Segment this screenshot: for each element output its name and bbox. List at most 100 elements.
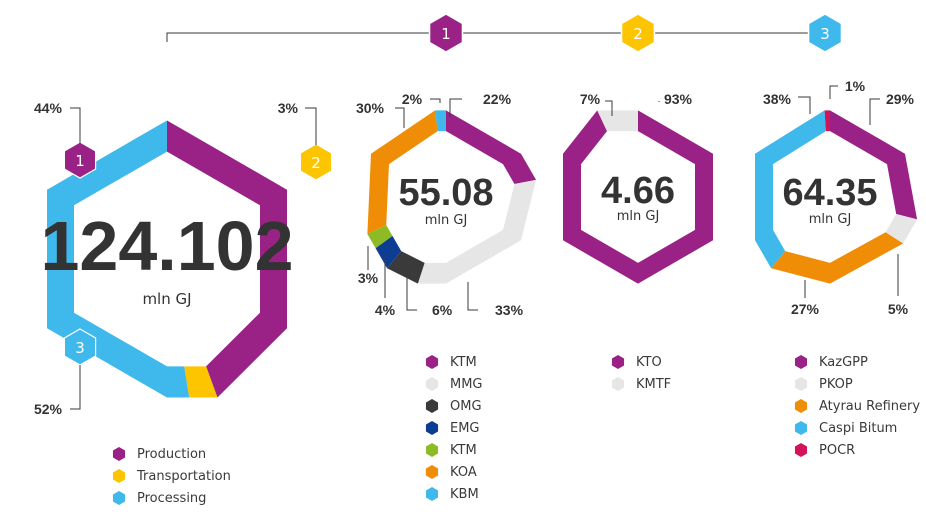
callout-2-1-label: 7% (580, 91, 601, 107)
legend-item-ktm-green: KTM (425, 439, 483, 461)
slice-caspi-bitum (755, 110, 826, 269)
connector-line (166, 32, 825, 42)
slice-pkop (885, 213, 918, 244)
legend-swatch-icon (611, 355, 625, 369)
processing-total: 64.35 (782, 172, 877, 214)
top-badge-1: 1 (428, 13, 464, 53)
legend-item-mmg: MMG (425, 373, 483, 395)
badge-production: 1 (63, 141, 97, 179)
top-badges: 1 2 3 (428, 13, 843, 53)
callout-1-3-label: 4% (375, 302, 396, 318)
callout-0-0-line (70, 107, 81, 143)
badge-transportation: 2 (299, 143, 333, 181)
legend-swatch-icon (425, 443, 439, 457)
callout-0-0-label: 44% (34, 100, 63, 116)
callout-3-1-label: 5% (888, 301, 909, 317)
callout-1-1-line (467, 282, 478, 311)
legend-swatch-icon (425, 421, 439, 435)
legend-item-omg: OMG (425, 395, 483, 417)
legend-swatch-icon (425, 487, 439, 501)
slice-pocr (824, 110, 830, 132)
callout-2-1-line (605, 100, 613, 116)
callout-0-1-label: 3% (278, 100, 299, 116)
legend-label: KazGPP (819, 354, 868, 370)
top-badge-2-number: 2 (633, 25, 643, 43)
callout-3-0-label: 29% (886, 91, 915, 107)
main-chart: 1 2 3 (47, 120, 333, 398)
badge-processing-number: 3 (75, 339, 85, 357)
transportation-chart (563, 110, 713, 284)
top-badge-3: 3 (807, 13, 843, 53)
callout-1-2-line (406, 276, 417, 311)
legend-label: MMG (450, 376, 483, 392)
legend-swatch-icon (794, 399, 808, 413)
legend-item-kto: KTO (611, 351, 671, 373)
legend-item-processing: Processing (112, 487, 231, 509)
top-badge-3-number: 3 (820, 25, 830, 43)
legend-item-kmtf: KMTF (611, 373, 671, 395)
legend-label: POCR (819, 442, 856, 458)
callout-0-2-label: 52% (34, 401, 63, 417)
legend-label: KTO (636, 354, 662, 370)
callout-1-0-label: 22% (483, 91, 512, 107)
callout-1-4-label: 3% (358, 270, 379, 286)
legend-swatch-icon (794, 421, 808, 435)
legend-label: Production (137, 446, 207, 462)
legend-main: Production Transportation Processing (112, 443, 231, 509)
callout-3-3-label: 38% (763, 91, 792, 107)
production-unit: mln GJ (425, 213, 468, 228)
slice-ktm-green (367, 225, 393, 249)
legend-processing: KazGPP PKOP Atyrau Refinery Caspi Bitum POCR (794, 351, 920, 461)
slice-transportation (184, 366, 218, 398)
callout-1-2-label: 6% (432, 302, 453, 318)
legend-item-kbm: KBM (425, 483, 483, 505)
badge-transportation-number: 2 (311, 154, 321, 172)
callout-3-3-line (798, 96, 811, 114)
legend-label: Processing (137, 490, 207, 506)
legend-item-atyrau-refinery: Atyrau Refinery (794, 395, 920, 417)
callout-0-1-line (305, 107, 317, 145)
top-badge-2: 2 (620, 13, 656, 53)
legend-item-kazgpp: KazGPP (794, 351, 920, 373)
legend-swatch-icon (611, 377, 625, 391)
top-badge-1-shape (428, 13, 464, 53)
legend-swatch-icon (112, 469, 126, 483)
callout-1-0-line (449, 98, 462, 117)
top-badge-2-shape (620, 13, 656, 53)
legend-label: KTM (450, 354, 477, 370)
production-total: 55.08 (398, 172, 493, 214)
slice-kmtf (597, 110, 638, 132)
processing-chart (755, 110, 918, 284)
legend-label: KMTF (636, 376, 672, 392)
legend-swatch-icon (112, 447, 126, 461)
legend-label: Transportation (137, 468, 231, 484)
legend-swatch-icon (794, 443, 808, 457)
slice-atyrau-refinery (771, 232, 904, 284)
callout-1-1-label: 33% (495, 302, 524, 318)
legend-label: KBM (450, 486, 479, 502)
transportation-total: 4.66 (601, 170, 675, 212)
legend-item-caspi-bitum: Caspi Bitum (794, 417, 920, 439)
legend-item-ktm: KTM (425, 351, 483, 373)
slice-ktm (446, 110, 537, 184)
legend-item-transportation: Transportation (112, 465, 231, 487)
legend-label: Caspi Bitum (819, 420, 898, 436)
legend-production: KTM MMG OMG EMG KTM KOA KBM (425, 351, 483, 505)
callout-3-4-label: 1% (845, 78, 866, 94)
callout-1-5-line (395, 107, 405, 128)
legend-swatch-icon (794, 355, 808, 369)
legend-item-koa: KOA (425, 461, 483, 483)
legend-label: KOA (450, 464, 477, 480)
legend-label: OMG (450, 398, 482, 414)
callout-1-5-label: 30% (356, 100, 385, 116)
callout-3-4-line (829, 85, 838, 99)
slice-omg (387, 251, 425, 284)
top-badge-1-number: 1 (441, 25, 451, 43)
callout-3-2-label: 27% (791, 301, 820, 317)
legend-swatch-icon (425, 355, 439, 369)
legend-swatch-icon (425, 399, 439, 413)
slice-kazgpp (830, 110, 918, 220)
legend-label: KTM (450, 442, 477, 458)
legend-item-production: Production (112, 443, 231, 465)
